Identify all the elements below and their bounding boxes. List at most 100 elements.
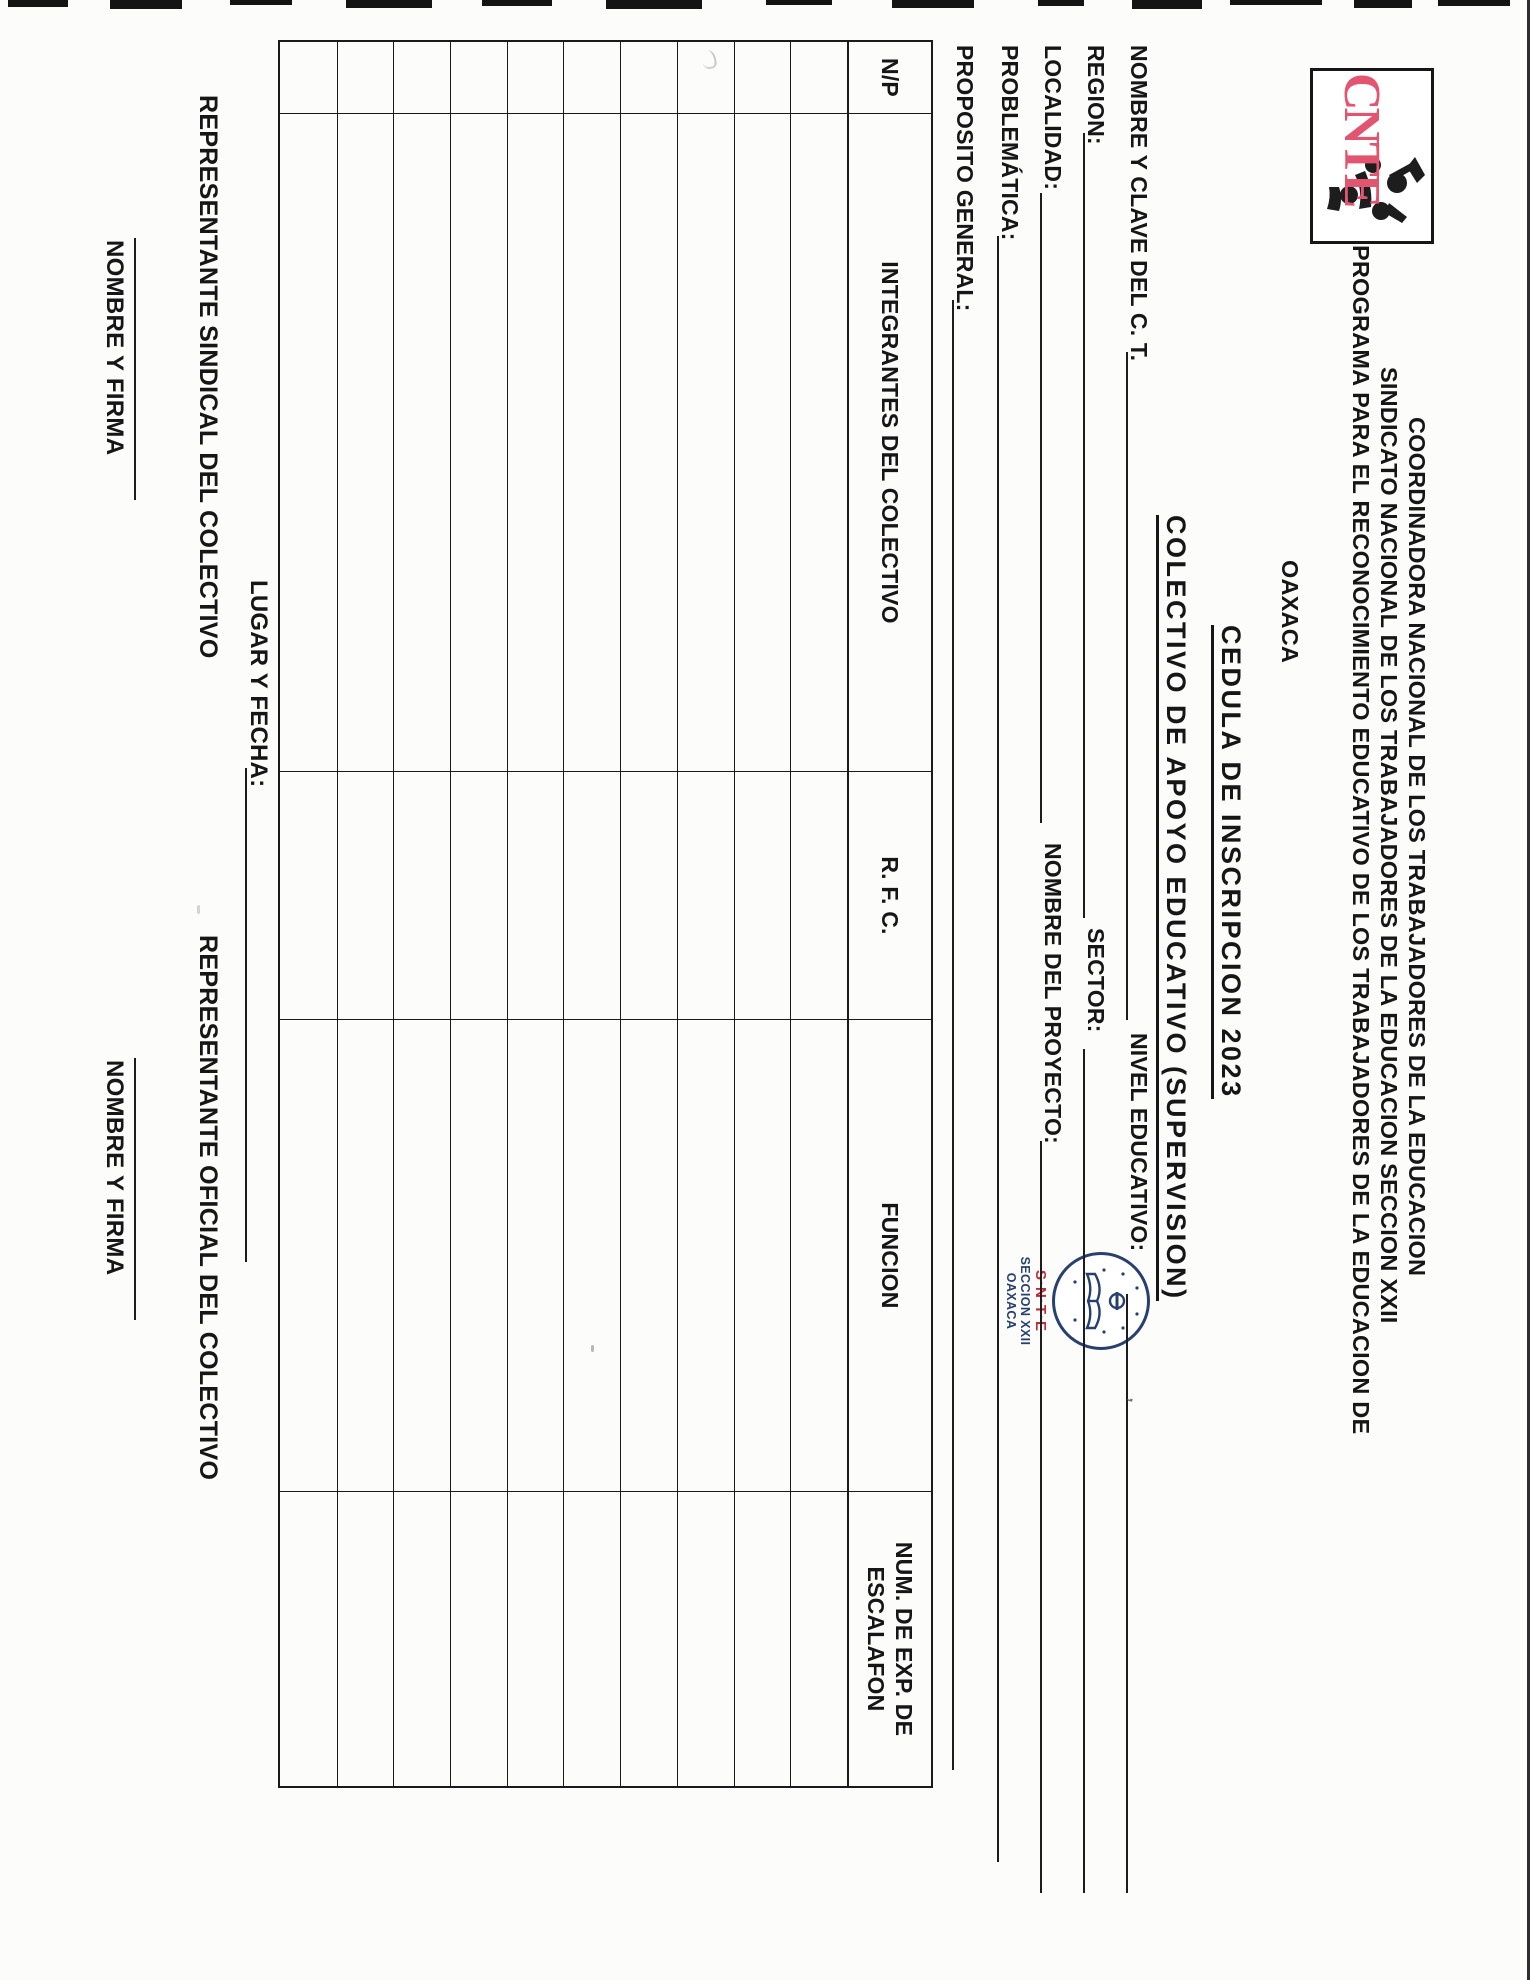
table-cell [733, 1492, 791, 1786]
table-cell [506, 1020, 564, 1492]
table-cell [450, 772, 507, 1020]
table-cell [280, 114, 337, 772]
field-label-problematica: PROBLEMÁTICA: [997, 45, 1023, 241]
scan-artifact [482, 0, 552, 6]
table-cell [790, 1020, 847, 1492]
table-cell [450, 1492, 507, 1786]
cnte-logo: CNTE [1310, 68, 1434, 244]
table-cell [620, 772, 677, 1020]
table-cell [450, 114, 507, 772]
table-cell [676, 1020, 734, 1492]
field-label-region: REGION: [1083, 45, 1109, 145]
table-cell [563, 1492, 621, 1786]
field-line-nombre-proyecto [1040, 1141, 1042, 1893]
field-line-lugar-fecha [245, 768, 247, 1262]
table-cell [506, 772, 564, 1020]
table-cell [280, 42, 337, 114]
table-cell [393, 114, 451, 772]
signature-label-sindical: REPRESENTANTE SINDICAL DEL COLECTIVO [194, 95, 222, 659]
table-cell [676, 1492, 734, 1786]
field-line-proposito-general [952, 300, 954, 1770]
field-line-localidad [1040, 193, 1042, 823]
cnte-logo-art: CNTE [1327, 73, 1425, 223]
table-cell [733, 772, 791, 1020]
snte-section: SECCION XXII [1018, 1256, 1032, 1346]
table-cell [450, 1020, 507, 1492]
signature-caption-sindical: NOMBRE Y FIRMA [101, 240, 128, 456]
scan-artifact [606, 0, 702, 9]
table-cell [336, 1492, 394, 1786]
field-label-lugar-fecha: LUGAR Y FECHA: [245, 580, 272, 788]
scan-speck [197, 905, 200, 914]
signature-line-oficial [134, 1058, 136, 1320]
table-cell [620, 114, 677, 772]
field-line-sector [1083, 1049, 1085, 1893]
table-cell [393, 1020, 451, 1492]
table-cell [393, 42, 451, 114]
scan-artifact [1438, 0, 1510, 6]
snte-seal-icon [1052, 1252, 1150, 1350]
field-label-nivel-educativo: NIVEL EDUCATIVO: [1126, 1033, 1152, 1252]
table-cell [563, 42, 621, 114]
field-line-nivel-educativo [1126, 1294, 1128, 1893]
header-line-1: COORDINADORA NACIONAL DE LOS TRABAJADORE… [1404, 417, 1430, 1277]
scan-speck [591, 1345, 594, 1352]
header-line-3: PROGRAMA PARA EL RECONOCIMIENTO EDUCATIV… [1348, 245, 1374, 1435]
field-line-nombre-ct [1126, 352, 1128, 1020]
table-cell [733, 1020, 791, 1492]
table-cell [733, 114, 791, 772]
scan-artifact [230, 0, 292, 5]
table-cell [563, 772, 621, 1020]
table-header-cell: FUNCION [847, 1020, 931, 1492]
field-label-sector: SECTOR: [1083, 928, 1109, 1033]
header-line-4: OAXACA [1277, 560, 1303, 664]
table-cell [280, 772, 337, 1020]
scan-artifact [1132, 0, 1202, 9]
table-cell [676, 772, 734, 1020]
field-label-localidad: LOCALIDAD: [1040, 45, 1066, 191]
table-cell [620, 1492, 677, 1786]
table-cell [620, 42, 677, 114]
table-cell [280, 1020, 337, 1492]
scan-artifact [1038, 0, 1084, 6]
table-cell [790, 1492, 847, 1786]
table-cell [733, 42, 791, 114]
cnte-acronym: CNTE [1333, 73, 1390, 207]
field-label-proposito-general: PROPOSITO GENERAL: [952, 45, 978, 312]
scan-artifact [8, 0, 68, 7]
table-cell [393, 1492, 451, 1786]
snte-state: OAXACA [1003, 1272, 1018, 1330]
scan-artifact [1354, 0, 1412, 8]
signature-caption-oficial: NOMBRE Y FIRMA [101, 1060, 128, 1276]
field-line-problematica [997, 236, 999, 1862]
scan-artifact [892, 0, 974, 8]
table-header-cell: NUM. DE EXP. DE ESCALAFON [847, 1492, 931, 1786]
table-cell [280, 1492, 337, 1786]
signature-label-oficial: REPRESENTANTE OFICIAL DEL COLECTIVO [194, 935, 222, 1481]
table-cell [790, 42, 847, 114]
field-label-nombre-proyecto: NOMBRE DEL PROYECTO: [1040, 843, 1066, 1144]
table-cell [336, 42, 394, 114]
field-line-region [1083, 133, 1085, 918]
table-cell [506, 1492, 564, 1786]
signature-line-sindical [134, 238, 136, 500]
table-cell [563, 114, 621, 772]
form-subtitle: COLECTIVO DE APOYO EDUCATIVO (SUPERVISIO… [1156, 515, 1191, 1301]
table-cell [563, 1020, 621, 1492]
field-label-nombre-ct: NOMBRE Y CLAVE DEL C. T. [1126, 45, 1152, 362]
header-line-2: SINDICATO NACIONAL DE LOS TRABAJADORES D… [1376, 367, 1402, 1324]
table-cell [506, 114, 564, 772]
table-header-cell: N/P [847, 42, 931, 114]
snte-logo: S·N·T·E SECCION XXII OAXACA [1003, 1245, 1150, 1357]
table-cell [336, 114, 394, 772]
table-cell [450, 42, 507, 114]
table-cell [620, 1020, 677, 1492]
table-cell [676, 114, 734, 772]
table-header-cell: INTEGRANTES DEL COLECTIVO [847, 114, 931, 772]
form-title: CEDULA DE INSCRIPCION 2023 [1211, 625, 1246, 1099]
scan-artifact [1230, 0, 1322, 5]
table-cell [393, 772, 451, 1020]
table-cell [506, 42, 564, 114]
